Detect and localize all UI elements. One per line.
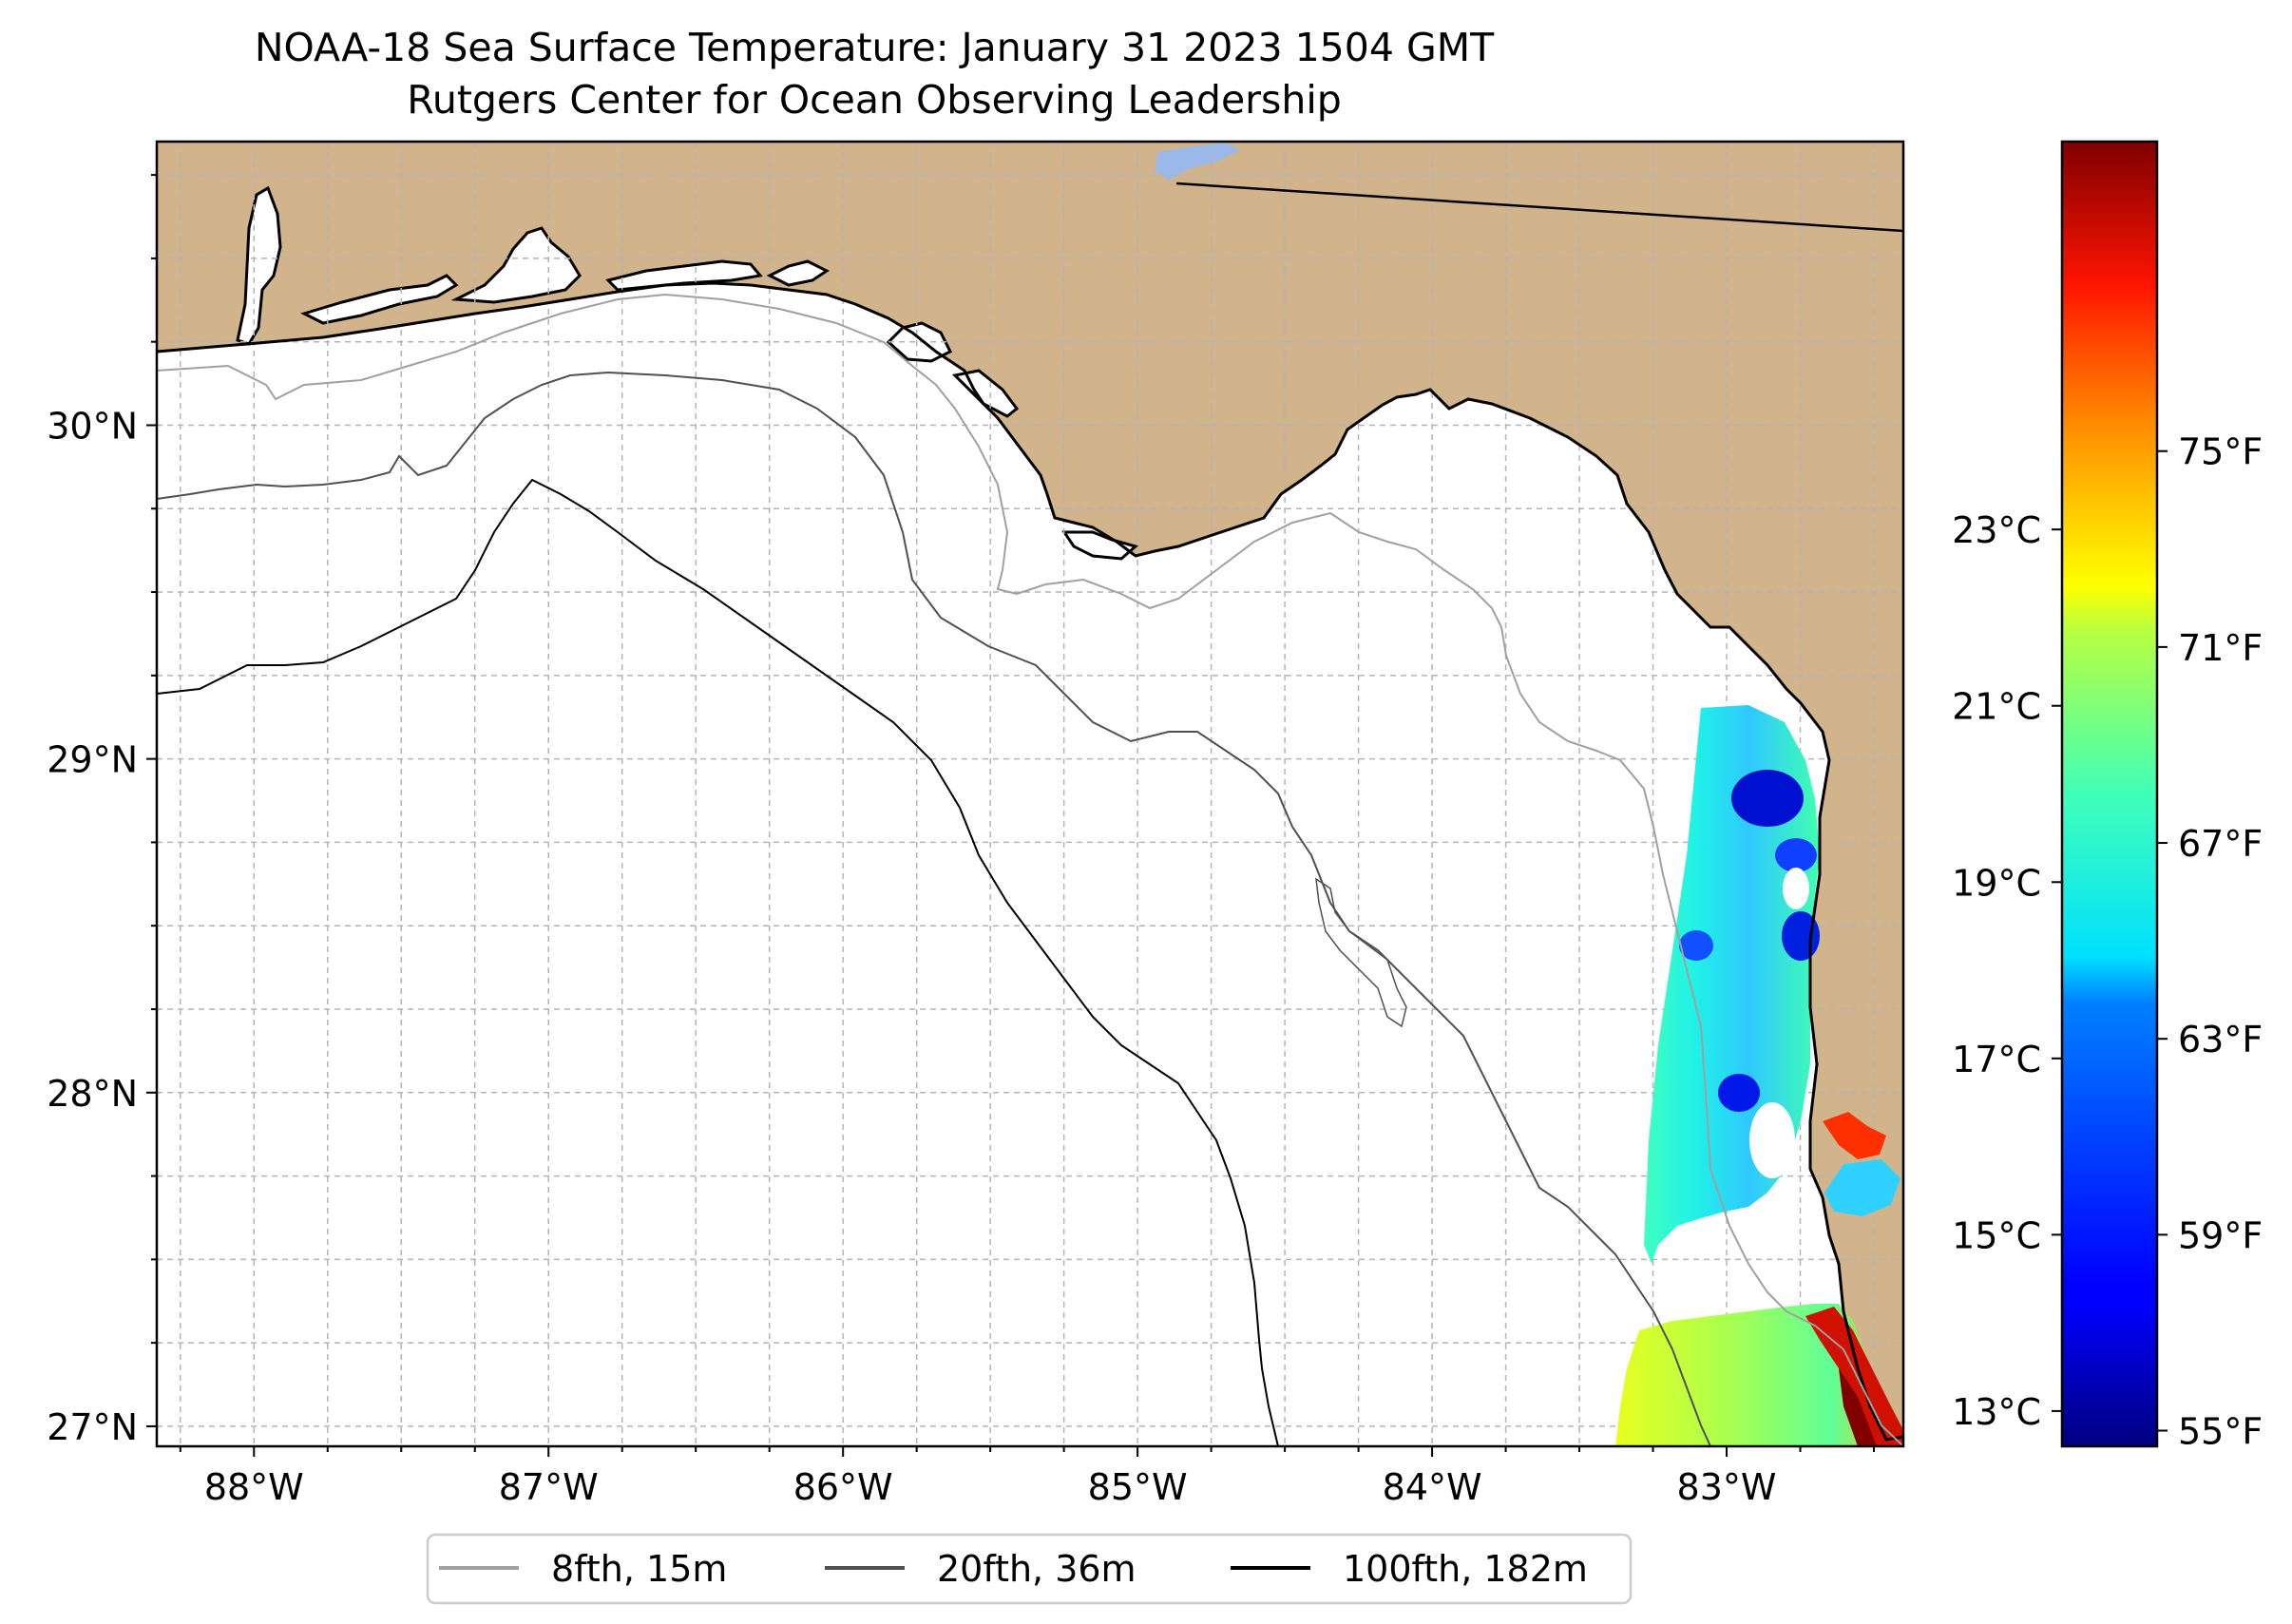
lon-tick-label: 84°W (1383, 1466, 1482, 1508)
legend: 8fth, 15m 20fth, 36m 100fth, 182m (426, 1533, 1633, 1605)
figure-title: NOAA-18 Sea Surface Temperature: January… (254, 25, 1495, 70)
lon-tick-label: 86°W (793, 1466, 893, 1508)
colorbar-ticks: 13°C 15°C 17°C 19°C 21°C 23°C 55°F 59°F 63°F 67°F… (1952, 431, 2263, 1453)
sst-data-gap (1749, 1102, 1795, 1178)
sst-cold-patch (1731, 770, 1804, 827)
colorbar-fahrenheit-label: 75°F (2178, 431, 2263, 473)
bathymetry-contours (157, 293, 1903, 1446)
gridlines (157, 142, 1903, 1446)
colorbar-celsius-label: 17°C (1952, 1039, 2041, 1080)
lake (1155, 143, 1240, 181)
legend-box (426, 1533, 1633, 1605)
sst-warm-patch (1823, 1112, 1886, 1159)
contour-20fth-shoal (1315, 877, 1407, 1028)
sst-cold-patch (1775, 838, 1817, 872)
sst-warm-patch (1805, 1307, 1903, 1446)
contour-20fth (157, 371, 1711, 1446)
lat-tick-label: 27°N (47, 1406, 138, 1448)
sst-cold-patch (1718, 1074, 1760, 1112)
figure-subtitle: Rutgers Center for Ocean Observing Leade… (407, 77, 1342, 123)
contour-8fth (157, 293, 1903, 1446)
legend-label-8fth: 8fth, 15m (551, 1548, 727, 1590)
colorbar-celsius-label: 21°C (1952, 686, 2041, 728)
lon-tick-label: 85°W (1088, 1466, 1188, 1508)
colorbar-fahrenheit-label: 63°F (2178, 1019, 2263, 1060)
contour-100fth (157, 478, 1279, 1446)
colorbar-fahrenheit-label: 71°F (2178, 627, 2263, 669)
coastline (156, 281, 1904, 1442)
sst-hot-patch (1839, 1368, 1877, 1446)
sst-data-gap (1783, 868, 1809, 909)
legend-label-100fth: 100fth, 182m (1343, 1548, 1588, 1590)
legend-label-20fth: 20fth, 36m (937, 1548, 1136, 1590)
colorbar-fahrenheit-label: 55°F (2178, 1411, 2263, 1453)
land-mass (157, 142, 1903, 1440)
sst-cold-patch (1679, 930, 1713, 961)
lon-tick-label: 83°W (1677, 1466, 1777, 1508)
sst-swath (1615, 705, 1903, 1446)
map-frame (155, 140, 1905, 1448)
sst-bay-patch (1824, 1159, 1900, 1216)
colorbar-celsius-label: 13°C (1952, 1391, 2041, 1433)
lat-tick-label: 28°N (47, 1073, 138, 1115)
axis-ticks: 88°W 87°W 86°W 85°W 84°W 83°W 27°N 28°N 29°N 30°N (47, 174, 1876, 1508)
lon-tick-label: 88°W (204, 1466, 304, 1508)
colorbar-celsius-label: 19°C (1952, 862, 2041, 904)
colorbar (2060, 140, 2159, 1448)
colorbar-celsius-label: 23°C (1952, 509, 2041, 551)
colorbar-fahrenheit-label: 59°F (2178, 1214, 2263, 1256)
colorbar-celsius-label: 15°C (1952, 1214, 2041, 1256)
state-boundary (1175, 182, 1904, 233)
colorbar-fahrenheit-label: 67°F (2178, 823, 2263, 865)
lat-tick-label: 29°N (47, 739, 138, 781)
lat-tick-label: 30°N (47, 405, 138, 447)
lon-tick-label: 87°W (499, 1466, 599, 1508)
